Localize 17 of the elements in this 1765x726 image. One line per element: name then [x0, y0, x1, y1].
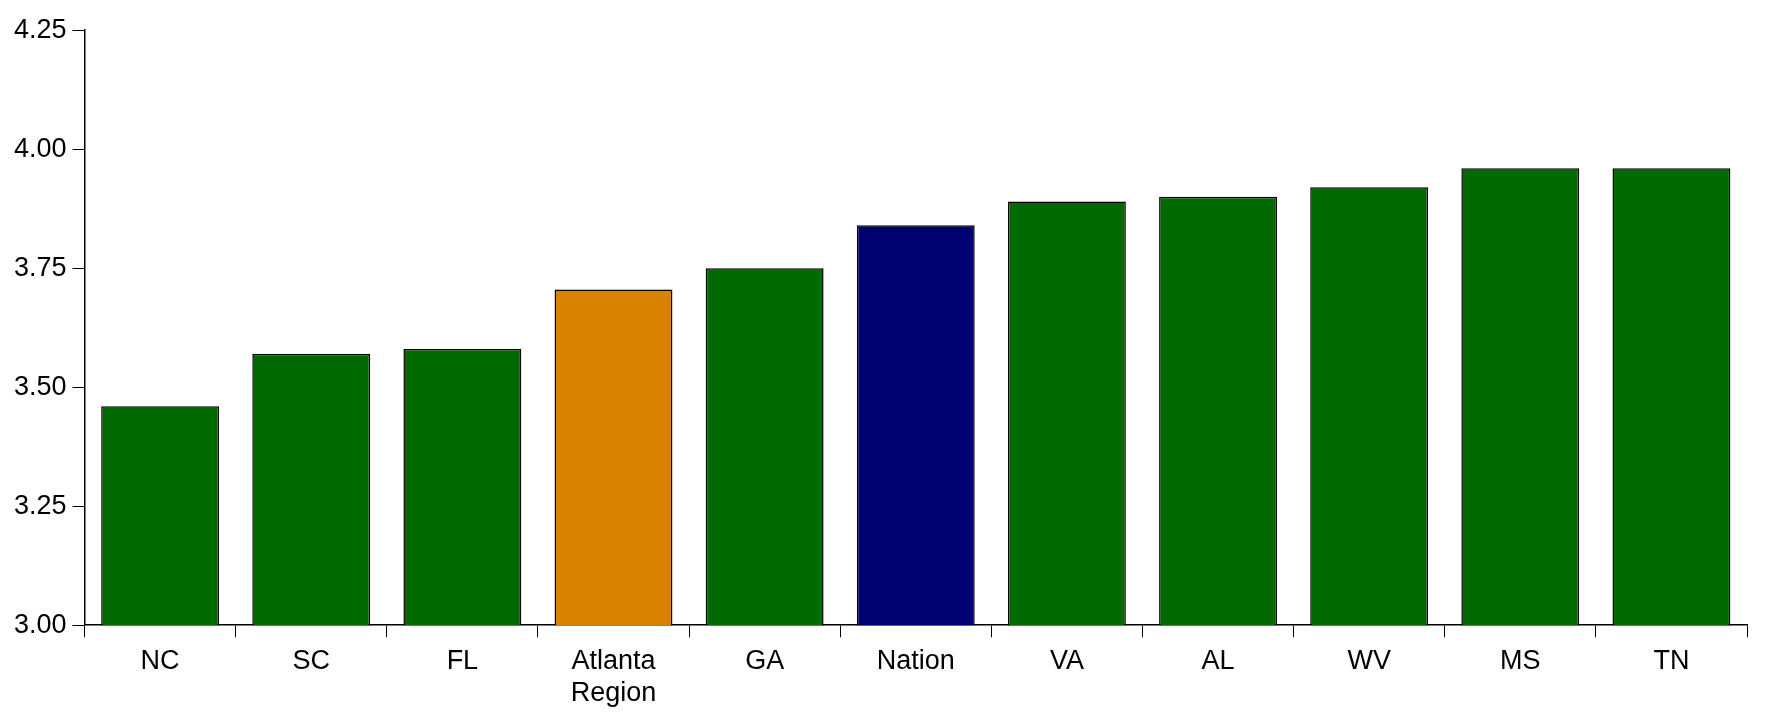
y-tick-label: 3.75 [13, 251, 67, 282]
x-tick-label: NC [140, 644, 180, 675]
x-tick-label: MS [1500, 644, 1541, 675]
x-tick-label: FL [446, 644, 479, 675]
x-tick-label: WV [1347, 644, 1391, 675]
x-tick-label: SC [292, 644, 331, 675]
x-tick-label: VA [1049, 644, 1084, 675]
x-tick-label: Atlanta Region [570, 644, 657, 708]
x-tick-label: Nation [876, 644, 955, 675]
x-tick-label: GA [745, 644, 785, 675]
y-tick-label: 4.00 [13, 132, 67, 163]
x-tick-label: TN [1653, 644, 1690, 675]
y-tick-label: 3.25 [13, 489, 67, 520]
x-tick-label: AL [1201, 644, 1235, 675]
y-tick-label: 3.50 [13, 370, 67, 401]
y-tick-label: 4.25 [13, 13, 67, 44]
y-tick-label: 3.00 [13, 608, 67, 639]
